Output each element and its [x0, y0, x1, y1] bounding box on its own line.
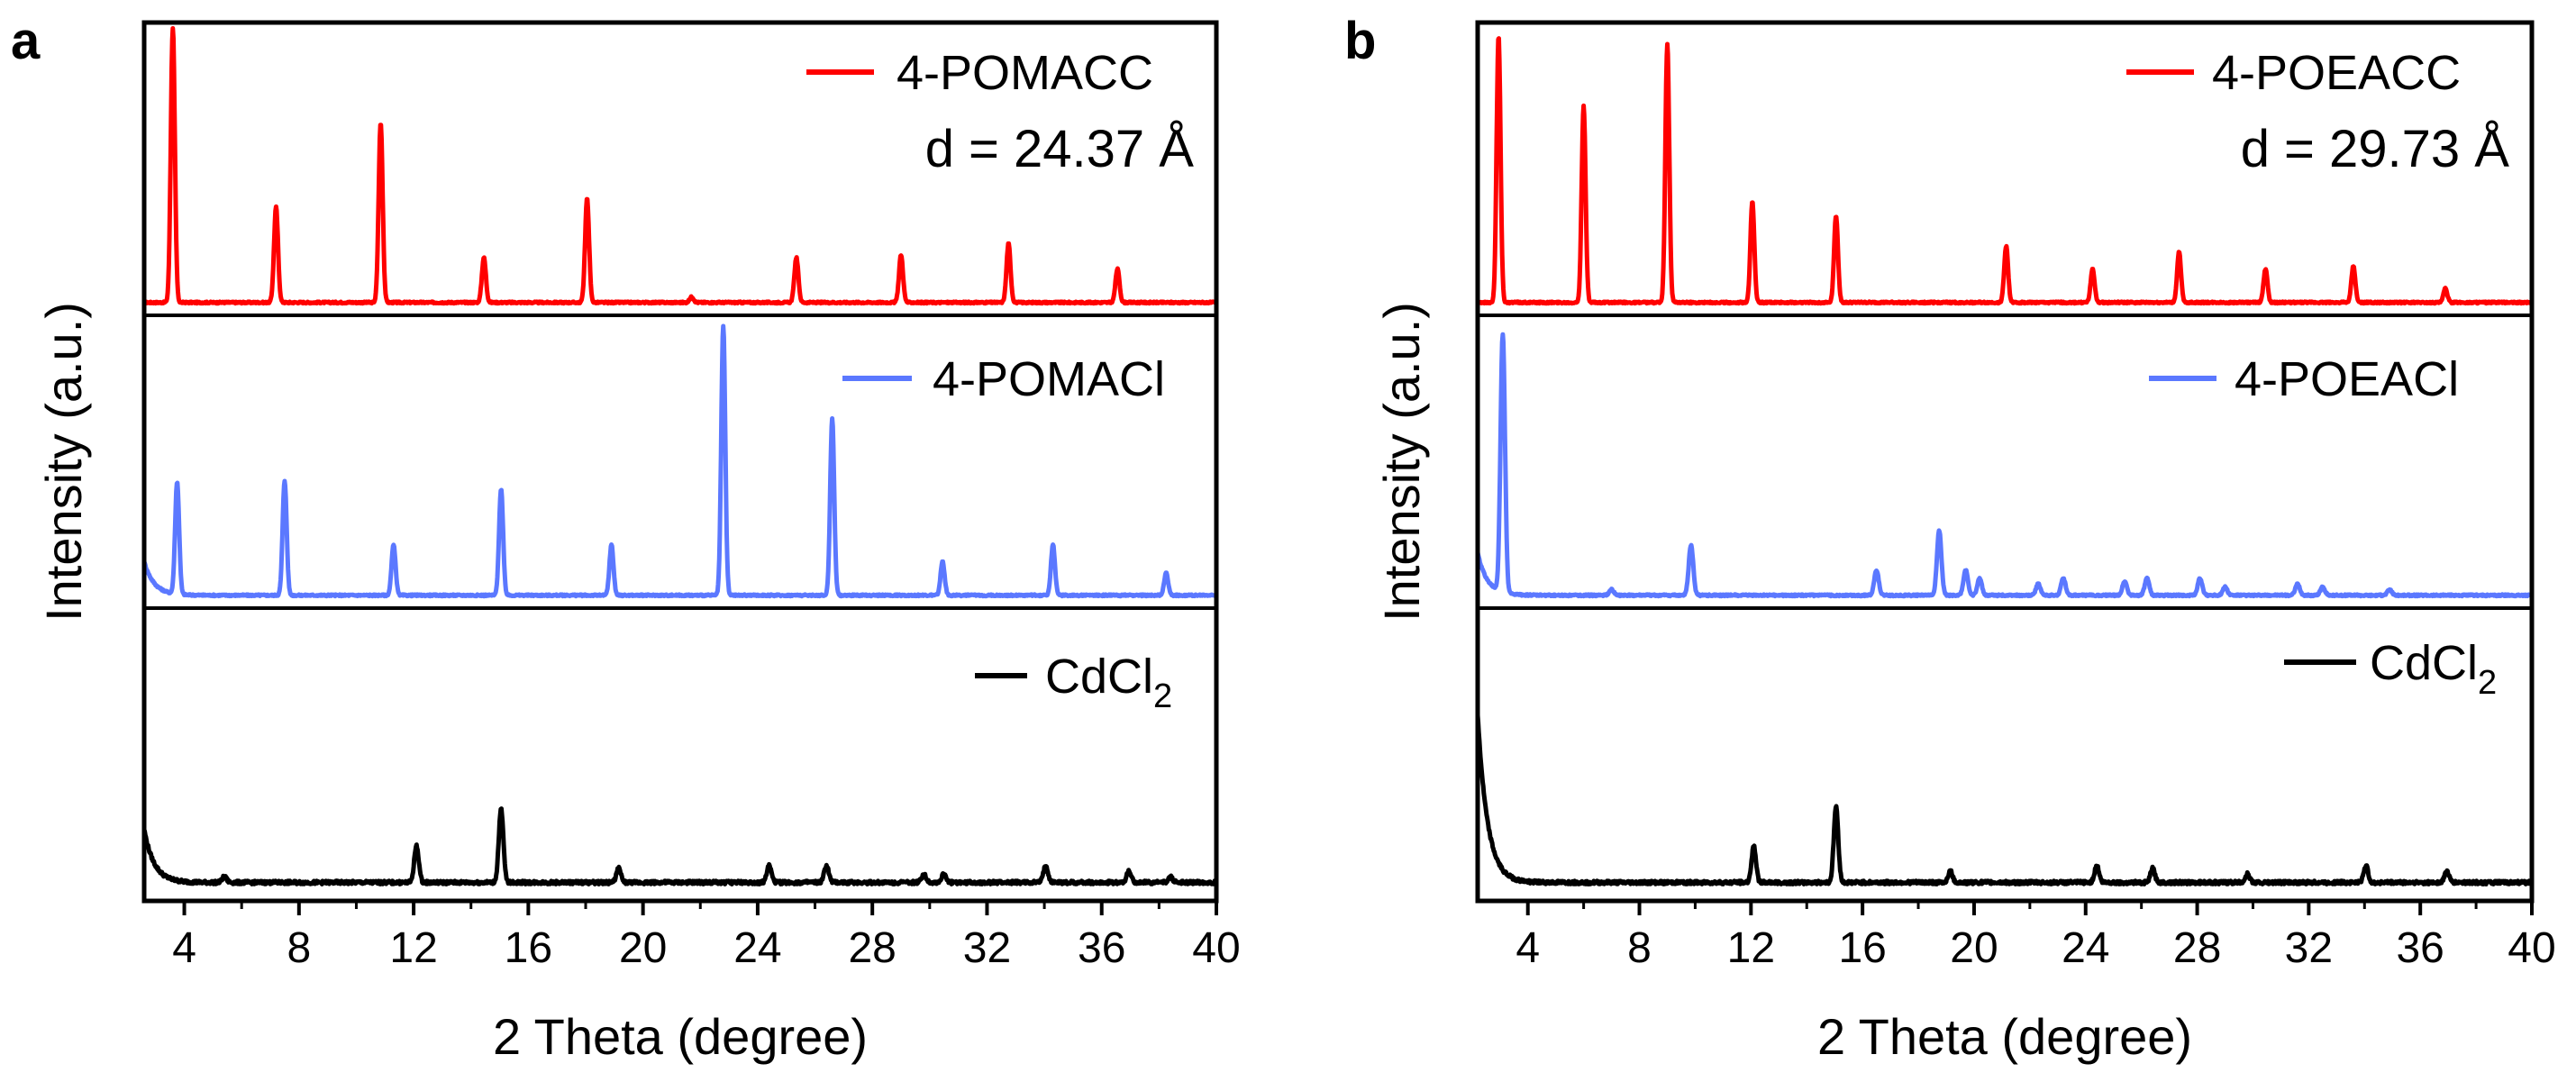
x-tick-label: 12: [389, 924, 437, 972]
x-tick-label: 16: [1838, 924, 1886, 972]
x-tick-label: 36: [2396, 924, 2444, 972]
series-line-cdcl2: [141, 806, 1218, 886]
legend-label: CdCl2: [2370, 636, 2497, 702]
x-tick-label: 28: [2173, 924, 2221, 972]
plot-frame: [141, 20, 1219, 904]
panel-label: a: [11, 12, 41, 70]
d-spacing-annotation: d = 24.37 Å: [925, 120, 1195, 178]
x-axis-label: 2 Theta (degree): [493, 1008, 868, 1065]
panel-b: 4-POEACC d = 29.73 Å 4-POEACl CdCl2 4 8 12 16 20…: [1344, 12, 2556, 1065]
x-tick-label: 32: [2285, 924, 2333, 972]
x-tick-label: 4: [172, 924, 196, 972]
x-tick-label: 8: [287, 924, 311, 972]
x-tick-label: 8: [1627, 924, 1652, 972]
x-tick-label: 16: [505, 924, 552, 972]
legend-label: CdCl2: [1045, 650, 1172, 715]
legend-label: 4-POMACC: [897, 46, 1153, 100]
x-tick-label: 40: [2508, 924, 2555, 972]
legend-label: 4-POEACl: [2235, 352, 2459, 406]
x-tick-label: 24: [2062, 924, 2109, 972]
y-axis-label: Intensity (a.u.): [1373, 302, 1430, 622]
x-tick-label: 40: [1192, 924, 1240, 972]
y-axis-label: Intensity (a.u.): [35, 302, 92, 622]
series-line-4-pomacc: [142, 26, 1218, 306]
d-spacing-annotation: d = 29.73 Å: [2241, 120, 2510, 178]
series-line-4-poeacl: [1475, 332, 2535, 599]
plot-frame: [1475, 20, 2535, 904]
x-tick-label: 20: [619, 924, 667, 972]
legend-label: 4-POMACl: [933, 352, 1165, 406]
legend-label: 4-POEACC: [2212, 46, 2461, 100]
x-tick-label: 4: [1516, 924, 1540, 972]
x-tick-label: 20: [1950, 924, 1998, 972]
x-axis-label: 2 Theta (degree): [1817, 1008, 2192, 1065]
x-tick-label: 12: [1727, 924, 1775, 972]
x-tick-label: 28: [848, 924, 896, 972]
panel-a: 4-POMACC d = 24.37 Å 4-POMACl CdCl2 4 8 12 16 20…: [11, 12, 1241, 1065]
series-line-4-poeacc: [1475, 36, 2534, 306]
series-line-cdcl2: [1475, 714, 2535, 886]
x-tick-label: 36: [1078, 924, 1125, 972]
panel-label: b: [1344, 12, 1376, 70]
series-line-4-pomacl: [142, 323, 1218, 599]
x-tick-label: 24: [733, 924, 781, 972]
x-tick-label: 32: [963, 924, 1011, 972]
